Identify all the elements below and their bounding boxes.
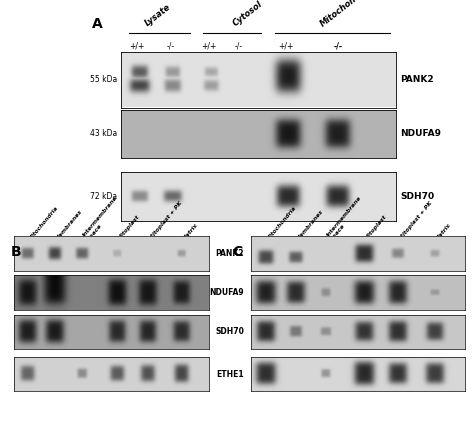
- Text: SDH70: SDH70: [215, 328, 244, 336]
- Text: Membranes: Membranes: [55, 209, 84, 241]
- Text: C: C: [232, 245, 243, 259]
- Text: PANK2: PANK2: [216, 249, 244, 258]
- Text: NDUFA9: NDUFA9: [401, 129, 441, 138]
- Text: SDH70: SDH70: [401, 192, 435, 201]
- Text: Intermembrane
space: Intermembrane space: [326, 195, 367, 241]
- Text: Membranes: Membranes: [296, 209, 325, 241]
- Text: Lysate: Lysate: [143, 3, 172, 28]
- Text: Mitoplast + PK: Mitoplast + PK: [148, 201, 183, 241]
- Text: Matrix: Matrix: [435, 222, 452, 241]
- Text: Cytosol: Cytosol: [231, 0, 264, 28]
- Text: ETHE1: ETHE1: [217, 370, 244, 378]
- Text: Intermembrane
space: Intermembrane space: [82, 195, 124, 241]
- Text: 72 kDa: 72 kDa: [91, 192, 118, 201]
- Text: -/-: -/-: [166, 42, 174, 51]
- Text: Mitochondria: Mitochondria: [28, 205, 60, 241]
- Text: 55 kDa: 55 kDa: [91, 75, 118, 84]
- Text: Mitochondria: Mitochondria: [319, 0, 374, 28]
- Text: NDUFA9: NDUFA9: [210, 288, 244, 297]
- Text: B: B: [10, 245, 21, 259]
- Text: Mitoplast: Mitoplast: [117, 214, 141, 241]
- Text: Mitoplast: Mitoplast: [364, 214, 388, 241]
- Text: Matrix: Matrix: [182, 222, 199, 241]
- Text: Mitochondria: Mitochondria: [266, 205, 298, 241]
- Text: +/+: +/+: [201, 42, 217, 51]
- Text: Mitoplast + PK: Mitoplast + PK: [398, 201, 434, 241]
- Text: PANK2: PANK2: [401, 75, 434, 84]
- Text: +/+: +/+: [278, 42, 293, 51]
- Text: -/-: -/-: [235, 42, 243, 51]
- Text: A: A: [92, 17, 103, 31]
- Text: +/+: +/+: [130, 42, 145, 51]
- Text: -/-: -/-: [334, 42, 343, 51]
- Text: 43 kDa: 43 kDa: [91, 129, 118, 138]
